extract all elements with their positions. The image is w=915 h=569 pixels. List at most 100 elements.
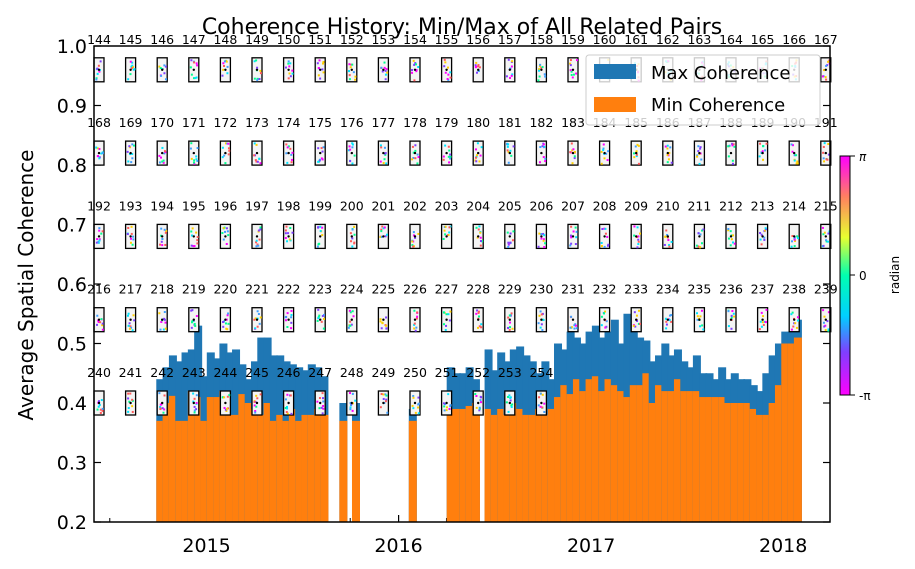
acquisition-number-label: 192 xyxy=(87,198,111,213)
thumbnail-speckle xyxy=(130,67,133,70)
thumbnail-speckle xyxy=(570,73,573,76)
thumbnail-speckle xyxy=(96,408,99,411)
thumbnail xyxy=(440,390,453,416)
thumbnail-speckle xyxy=(637,322,640,325)
thumbnail-reference-point xyxy=(603,235,606,238)
thumbnail-speckle xyxy=(227,312,230,315)
thumbnail-speckle xyxy=(698,162,701,165)
thumbnail-speckle xyxy=(322,405,325,408)
thumbnail-speckle xyxy=(259,228,262,231)
thumbnail-speckle xyxy=(161,146,164,149)
thumbnail-speckle xyxy=(790,240,793,243)
acquisition-number-label: 247 xyxy=(308,365,332,380)
bar-min xyxy=(181,420,190,522)
thumbnail-reference-point xyxy=(382,318,385,321)
acquisition-number-label: 225 xyxy=(371,282,395,297)
thumbnail-speckle xyxy=(291,72,294,75)
thumbnail-speckle xyxy=(822,309,825,312)
thumbnail-speckle xyxy=(196,159,199,162)
thumbnail-speckle xyxy=(447,393,450,396)
thumbnail-speckle xyxy=(827,311,830,314)
thumbnail-speckle xyxy=(95,78,98,81)
thumbnail xyxy=(630,140,642,166)
acquisition-number-label: 145 xyxy=(119,32,143,47)
thumbnail-speckle xyxy=(797,237,800,240)
thumbnail-speckle xyxy=(190,73,193,76)
thumbnail-speckle xyxy=(480,146,483,149)
bar-min xyxy=(471,403,480,522)
thumbnail-speckle xyxy=(664,317,667,320)
thumbnail-speckle xyxy=(163,72,166,75)
thumbnail-speckle xyxy=(696,155,699,158)
thumbnail-speckle xyxy=(385,162,388,165)
thumbnail-speckle xyxy=(126,314,129,317)
thumbnail-speckle xyxy=(159,407,162,410)
acquisition-number-label: 244 xyxy=(213,365,237,380)
thumbnail-reference-point xyxy=(97,235,101,238)
thumbnail-speckle xyxy=(195,62,198,65)
bar-min xyxy=(288,408,297,522)
thumbnail-speckle xyxy=(573,324,576,327)
thumbnail-speckle xyxy=(668,319,671,322)
thumbnail-speckle xyxy=(195,408,198,411)
thumbnail-speckle xyxy=(100,232,103,235)
thumbnail-reference-point xyxy=(129,318,132,321)
thumbnail-speckle xyxy=(823,160,826,163)
thumbnail-speckle xyxy=(285,411,288,414)
thumbnail-speckle xyxy=(765,308,768,311)
thumbnail-speckle xyxy=(195,158,198,161)
thumbnail-speckle xyxy=(380,66,383,69)
thumbnail-speckle xyxy=(317,317,320,320)
thumbnail-speckle xyxy=(382,227,385,230)
thumbnail-speckle xyxy=(386,411,389,414)
thumbnail-speckle xyxy=(637,309,640,312)
thumbnail-speckle xyxy=(415,70,418,73)
thumbnail xyxy=(124,140,137,166)
thumbnail-speckle xyxy=(731,162,734,165)
thumbnail-speckle xyxy=(510,74,513,77)
thumbnail xyxy=(377,390,390,416)
thumbnail-reference-point xyxy=(350,151,353,155)
acquisition-number-label: 227 xyxy=(435,282,459,297)
thumbnail-speckle xyxy=(161,407,164,410)
thumbnail-speckle xyxy=(257,229,260,232)
thumbnail-speckle xyxy=(253,60,256,63)
thumbnail-speckle xyxy=(256,160,259,163)
thumbnail-speckle xyxy=(385,398,388,401)
thumbnail-speckle xyxy=(696,318,699,321)
thumbnail xyxy=(409,390,421,416)
thumbnail-speckle xyxy=(411,69,414,72)
thumbnail-speckle xyxy=(162,411,165,414)
thumbnail-speckle xyxy=(442,158,445,161)
bar-min xyxy=(175,420,184,522)
bar-min xyxy=(497,408,506,522)
thumbnail-speckle xyxy=(637,240,640,243)
y-axis-label: Average Spatial Coherence xyxy=(14,150,38,421)
thumbnail-speckle xyxy=(221,232,224,235)
thumbnail-speckle xyxy=(386,71,389,74)
thumbnail-speckle xyxy=(823,231,826,234)
thumbnail-speckle xyxy=(511,73,514,76)
thumbnail-reference-point xyxy=(477,151,480,155)
thumbnail-speckle xyxy=(507,241,510,244)
thumbnail-speckle xyxy=(290,412,293,415)
thumbnail-reference-point xyxy=(350,401,353,405)
thumbnail-speckle xyxy=(574,243,577,246)
acquisition-number-label: 222 xyxy=(277,282,301,297)
thumbnail-speckle xyxy=(415,317,418,320)
thumbnail-speckle xyxy=(384,153,387,156)
thumbnail-speckle xyxy=(222,238,225,241)
thumbnail-speckle xyxy=(291,231,294,234)
bar-min xyxy=(453,408,462,522)
thumbnail-speckle xyxy=(227,147,230,150)
thumbnail-speckle xyxy=(128,400,131,403)
thumbnail-speckle xyxy=(542,156,545,159)
thumbnail-speckle xyxy=(415,69,418,72)
acquisition-number-label: 230 xyxy=(529,282,553,297)
thumbnail-speckle xyxy=(317,226,320,229)
thumbnail-speckle xyxy=(510,154,513,157)
bar-min xyxy=(680,391,689,522)
thumbnail-speckle xyxy=(448,319,451,322)
thumbnail-speckle xyxy=(825,78,828,81)
thumbnail-speckle xyxy=(259,316,262,319)
